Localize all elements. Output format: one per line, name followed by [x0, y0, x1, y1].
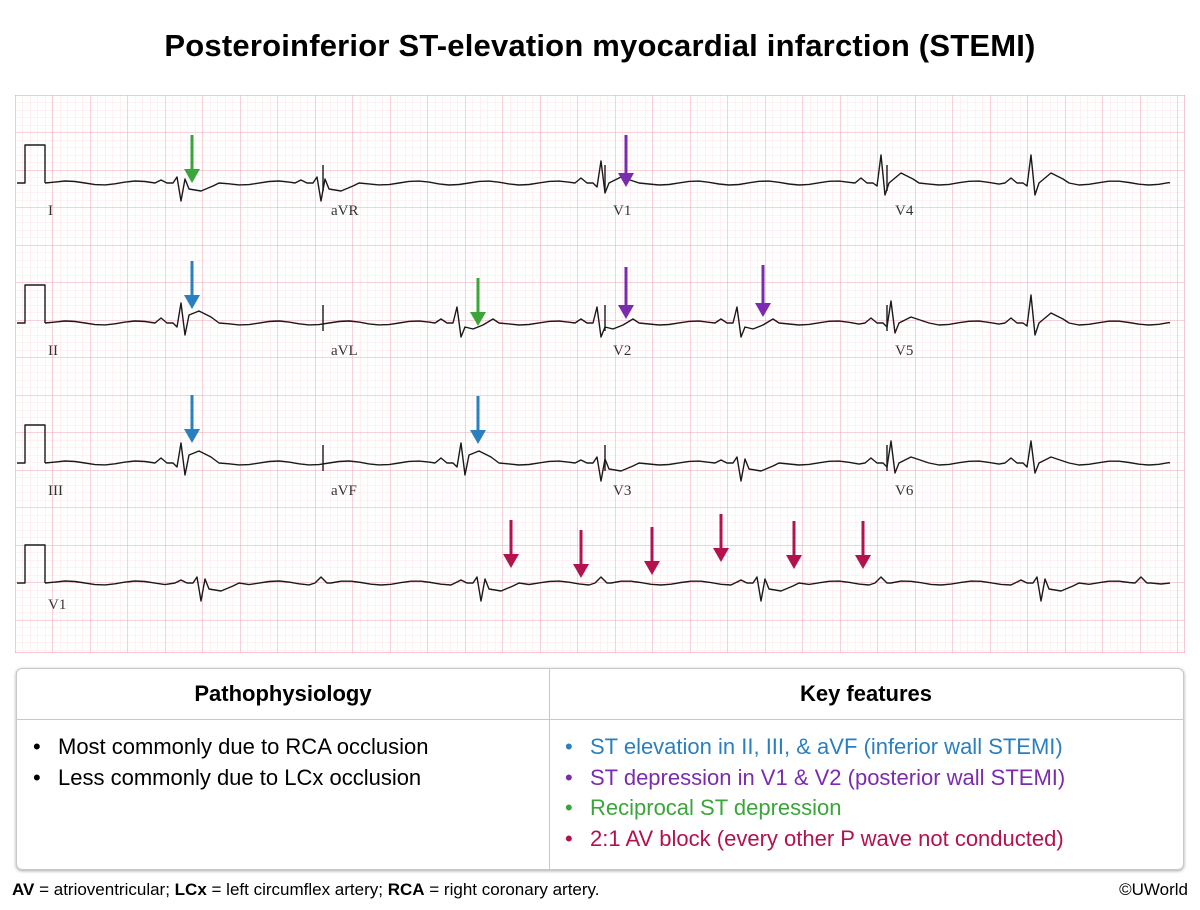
- key-feature-item: ST depression in V1 & V2 (posterior wall…: [549, 763, 1183, 794]
- footnote-definition: = right coronary artery.: [424, 880, 600, 899]
- lead-label: II: [48, 343, 58, 359]
- lead-label: I: [48, 203, 53, 219]
- annotation-arrow: [184, 261, 200, 309]
- lead-label: V2: [613, 343, 631, 359]
- annotation-arrow: [503, 520, 519, 568]
- lead-label: aVR: [331, 203, 359, 219]
- annotation-arrow: [470, 278, 486, 326]
- lead-label: V1: [613, 203, 631, 219]
- calibration-pulse: [17, 544, 46, 584]
- pathophysiology-list: Most commonly due to RCA occlusionLess c…: [17, 720, 549, 793]
- footnote-term: LCx: [174, 880, 207, 899]
- footnote-term: AV: [12, 880, 35, 899]
- info-table: Pathophysiology Most commonly due to RCA…: [16, 668, 1184, 870]
- calibration-pulse: [17, 144, 46, 184]
- abbreviation-footnote: AV = atrioventricular; LCx = left circum…: [12, 880, 600, 900]
- annotation-arrow: [755, 265, 771, 317]
- footnote-definition: = atrioventricular;: [34, 880, 175, 899]
- key-feature-item: ST elevation in II, III, & aVF (inferior…: [549, 732, 1183, 763]
- key-feature-item: 2:1 AV block (every other P wave not con…: [549, 824, 1183, 855]
- lead-label: aVL: [331, 343, 358, 359]
- annotation-arrow: [573, 530, 589, 578]
- annotation-arrow: [644, 527, 660, 575]
- ecg-trace: [44, 440, 1171, 482]
- lead-label: aVF: [331, 483, 357, 499]
- annotation-arrow: [184, 135, 200, 183]
- calibration-pulse: [17, 424, 46, 464]
- calibration-pulse: [17, 284, 46, 324]
- annotation-arrow: [184, 395, 200, 443]
- annotation-arrow: [786, 521, 802, 569]
- annotation-arrow: [470, 396, 486, 444]
- footnote-definition: = left circumflex artery;: [206, 880, 388, 899]
- annotation-arrow: [713, 514, 729, 562]
- key-feature-item: Reciprocal ST depression: [549, 793, 1183, 824]
- ecg-trace: [44, 154, 1171, 202]
- lead-label: V4: [895, 203, 914, 219]
- key-features-column: Key features ST elevation in II, III, & …: [549, 669, 1183, 869]
- annotation-arrow: [618, 267, 634, 319]
- lead-label: III: [48, 483, 63, 499]
- ecg-trace: [44, 294, 1171, 338]
- key-features-header: Key features: [549, 669, 1183, 720]
- pathophysiology-header: Pathophysiology: [17, 669, 549, 720]
- lead-label: V5: [895, 343, 913, 359]
- annotation-arrow: [855, 521, 871, 569]
- pathophysiology-item: Less commonly due to LCx occlusion: [17, 763, 549, 794]
- annotation-arrow: [618, 135, 634, 187]
- lead-label: V6: [895, 483, 914, 499]
- key-features-list: ST elevation in II, III, & aVF (inferior…: [549, 720, 1183, 854]
- lead-label: V1: [48, 597, 66, 613]
- lead-label: V3: [613, 483, 631, 499]
- ecg-rhythm-trace: [44, 576, 1171, 602]
- copyright: ©UWorld: [1119, 880, 1188, 899]
- pathophysiology-item: Most commonly due to RCA occlusion: [17, 732, 549, 763]
- footnote-term: RCA: [387, 880, 425, 899]
- pathophysiology-column: Pathophysiology Most commonly due to RCA…: [17, 669, 550, 869]
- figure-title: Posteroinferior ST-elevation myocardial …: [164, 28, 1036, 63]
